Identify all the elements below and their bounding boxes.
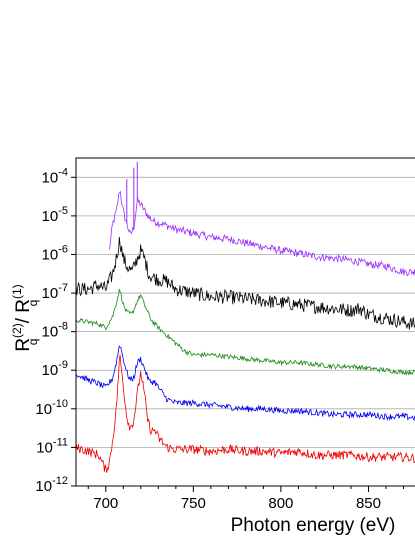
y-tick-label: 10-5 [42,205,68,225]
y-tick-exponent: -8 [58,321,68,333]
y-tick-base: 10 [42,324,59,341]
y-tick-label: 10-10 [35,398,68,418]
x-tick-label: 750 [181,495,206,512]
series-line-4 [75,345,415,422]
y-tick-label: 10-11 [36,436,68,456]
y-title-sub-2: q [26,300,40,307]
x-tick-label: 850 [356,495,381,512]
series-layer [75,161,415,473]
y-tick-exponent: -5 [58,205,68,217]
y-tick-exponent: -11 [53,436,68,448]
y-tick-base: 10 [42,169,59,186]
x-axis-title: Photon energy (eV) [231,515,396,536]
y-tick-exponent: -6 [58,243,68,255]
y-title-sup-1: (2) [10,323,24,338]
series-line-5 [75,354,415,473]
plot-frame [75,157,415,487]
y-tick-base: 10 [42,246,59,263]
y-tick-exponent: -9 [58,359,68,371]
x-tick-label: 800 [268,495,293,512]
y-tick-label: 10-8 [42,321,68,341]
y-tick-label: 10-12 [35,475,68,495]
y-title-main-1: R [13,338,34,352]
series-line-1 [108,190,415,277]
y-tick-label: 10-6 [42,243,68,263]
x-tick-label: 700 [93,495,118,512]
y-tick-exponent: -4 [58,166,68,178]
y-title-slash: / [13,313,34,329]
x-axis: 700 750 800 850 [87,486,404,512]
y-tick-base: 10 [35,478,52,495]
y-tick-base: 10 [42,362,59,379]
series-line-2 [75,236,415,330]
y-tick-exponent: -7 [58,282,68,294]
y-tick-label: 10-4 [42,166,68,186]
y-axis-title: R(2)q / R(1)q [10,284,40,351]
series-line-3 [75,288,415,376]
y-tick-label: 10-7 [42,282,68,302]
y-tick-base: 10 [36,439,53,456]
y-tick-base: 10 [42,208,59,225]
y-title-sup-2: (1) [10,284,24,299]
y-tick-label: 10-9 [42,359,68,379]
y-tick-base: 10 [35,401,52,418]
y-tick-exponent: -10 [52,398,68,410]
y-tick-exponent: -12 [52,475,68,487]
y-tick-base: 10 [42,285,59,302]
y-title-main-2: R [13,299,34,313]
y-title-sub-1: q [26,339,40,346]
